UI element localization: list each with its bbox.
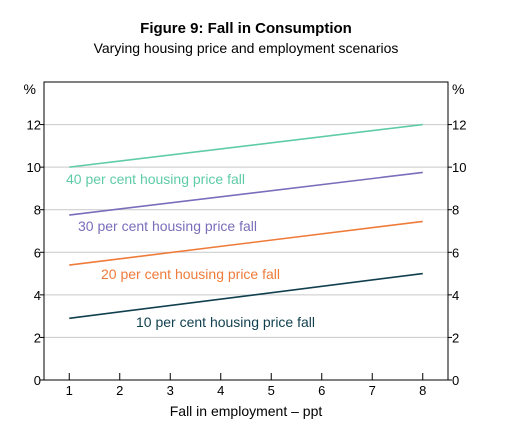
x-tick-label: 7 — [369, 383, 376, 398]
x-tick-label: 4 — [217, 383, 224, 398]
y-tick-label-left: 8 — [34, 203, 41, 218]
y-tick-label-left: 12 — [27, 118, 41, 133]
series-line-40-per-cent — [69, 123, 423, 168]
x-axis-label: Fall in employment – ppt — [170, 403, 323, 419]
x-tick-label: 6 — [318, 383, 325, 398]
y-tick-label-left: 4 — [34, 288, 41, 303]
series-line-10-per-cent — [69, 272, 423, 320]
y-tick-label-right: 10 — [452, 160, 466, 175]
y-tick-label-left: 0 — [34, 373, 41, 388]
series-label-line-40-per-cent: 40 per cent housing price fall — [66, 171, 245, 187]
x-tick-label: 3 — [167, 383, 174, 398]
y-tick-label-left: 6 — [34, 245, 41, 260]
series-lines — [69, 123, 423, 320]
series-label-line-10-per-cent: 10 per cent housing price fall — [136, 314, 315, 330]
x-tick-label: 1 — [66, 383, 73, 398]
y-tick-label-right: 6 — [452, 245, 459, 260]
y-tick-label-left: 10 — [27, 160, 41, 175]
chart-title: Figure 9: Fall in Consumption — [140, 20, 352, 37]
x-tick-label: 5 — [268, 383, 275, 398]
series-label-line-20-per-cent: 20 per cent housing price fall — [101, 266, 280, 282]
y-tick-label-right: 4 — [452, 288, 459, 303]
y-tick-label-right: 8 — [452, 203, 459, 218]
y-axis-unit-left: % — [24, 81, 36, 97]
plot-frame — [43, 81, 449, 381]
chart-subtitle: Varying housing price and employment sce… — [94, 40, 399, 56]
series-labels: 40 per cent housing price fall 30 per cen… — [66, 171, 315, 330]
y-tick-label-right: 2 — [452, 330, 459, 345]
series-line-20-per-cent — [69, 220, 423, 266]
x-tick-label: 2 — [116, 383, 123, 398]
series-label-line-30-per-cent: 30 per cent housing price fall — [78, 218, 257, 234]
x-tick-label: 8 — [419, 383, 426, 398]
y-tick-label-left: 2 — [34, 330, 41, 345]
y-axis-unit-right: % — [452, 81, 464, 97]
y-tick-label-right: 0 — [452, 373, 459, 388]
series-line-30-per-cent — [69, 171, 423, 216]
y-tick-label-right: 12 — [452, 118, 466, 133]
